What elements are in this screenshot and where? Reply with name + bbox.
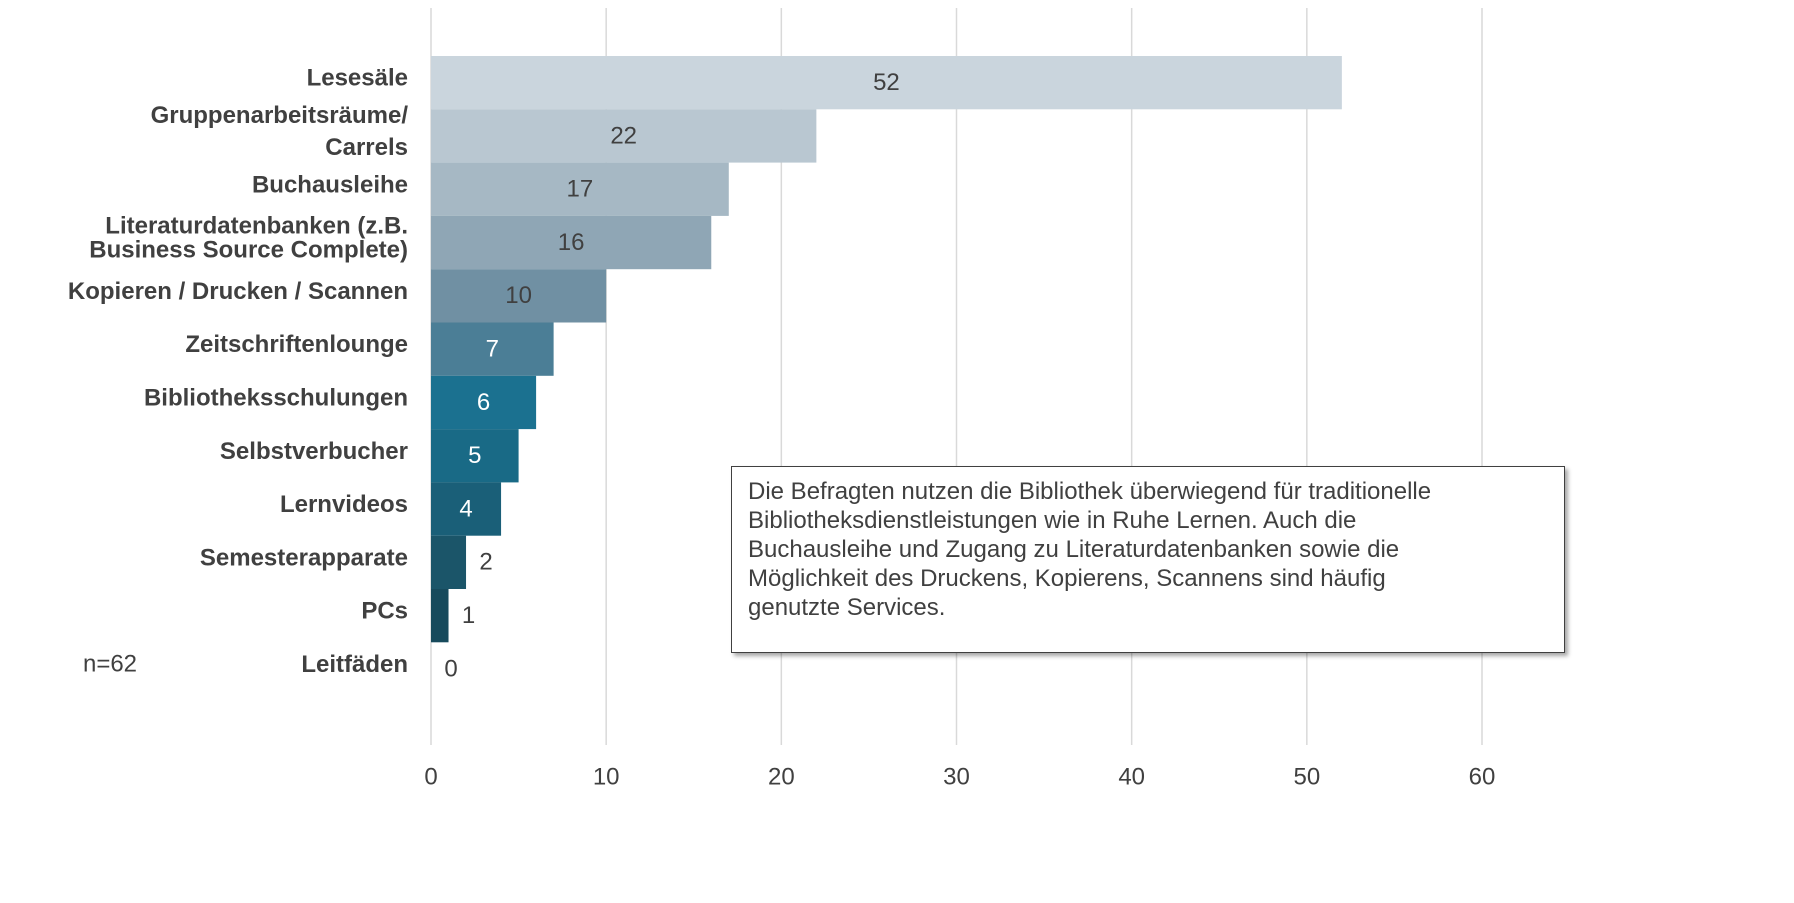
bar bbox=[431, 109, 817, 163]
category-label: Bibliotheksschulungen bbox=[144, 385, 408, 412]
bar bbox=[431, 589, 449, 643]
value-label: 22 bbox=[610, 122, 637, 149]
bar bbox=[431, 535, 467, 589]
value-label: 17 bbox=[567, 176, 594, 203]
bar bbox=[431, 56, 1342, 110]
category-label: Zeitschriftenlounge bbox=[185, 331, 408, 358]
value-label: 6 bbox=[477, 389, 490, 416]
value-label: 16 bbox=[558, 229, 585, 256]
value-label: 52 bbox=[873, 69, 900, 96]
category-label: Lernvideos bbox=[280, 491, 408, 518]
bar bbox=[431, 269, 607, 323]
category-label: Buchausleihe bbox=[252, 172, 408, 199]
bar bbox=[431, 322, 554, 376]
x-tick-label: 40 bbox=[1118, 763, 1145, 790]
category-label: Leitfäden bbox=[301, 651, 408, 678]
bar bbox=[431, 215, 712, 270]
x-tick-label: 0 bbox=[424, 763, 437, 790]
x-tick-label: 20 bbox=[768, 763, 795, 790]
bar bbox=[431, 482, 502, 536]
value-label: 7 bbox=[486, 335, 499, 362]
category-label: Gruppenarbeitsräume/Carrels bbox=[151, 102, 409, 161]
value-label: 0 bbox=[444, 655, 457, 682]
category-label: Semesterapparate bbox=[200, 545, 408, 572]
annotation: Die Befragten nutzen die Bibliothek über… bbox=[731, 466, 1565, 653]
category-label: Kopieren / Drucken / Scannen bbox=[68, 278, 408, 305]
bar bbox=[431, 162, 729, 216]
value-label: 4 bbox=[459, 495, 472, 522]
note: n=62 bbox=[83, 650, 137, 677]
category-label: Selbstverbucher bbox=[220, 438, 408, 465]
value-label: 2 bbox=[479, 549, 492, 576]
x-tick-label: 50 bbox=[1293, 763, 1320, 790]
category-label: Literaturdatenbanken (z.B. Business Sourc… bbox=[89, 213, 408, 264]
x-tick-label: 10 bbox=[593, 763, 620, 790]
category-label: PCs bbox=[361, 598, 408, 625]
value-label: 5 bbox=[468, 442, 481, 469]
value-label: 10 bbox=[505, 282, 532, 309]
bar bbox=[431, 375, 537, 430]
x-tick-label: 30 bbox=[943, 763, 970, 790]
x-tick-label: 60 bbox=[1469, 763, 1496, 790]
category-label: Lesesäle bbox=[307, 65, 408, 92]
bar bbox=[431, 429, 519, 483]
value-label: 1 bbox=[462, 602, 475, 629]
